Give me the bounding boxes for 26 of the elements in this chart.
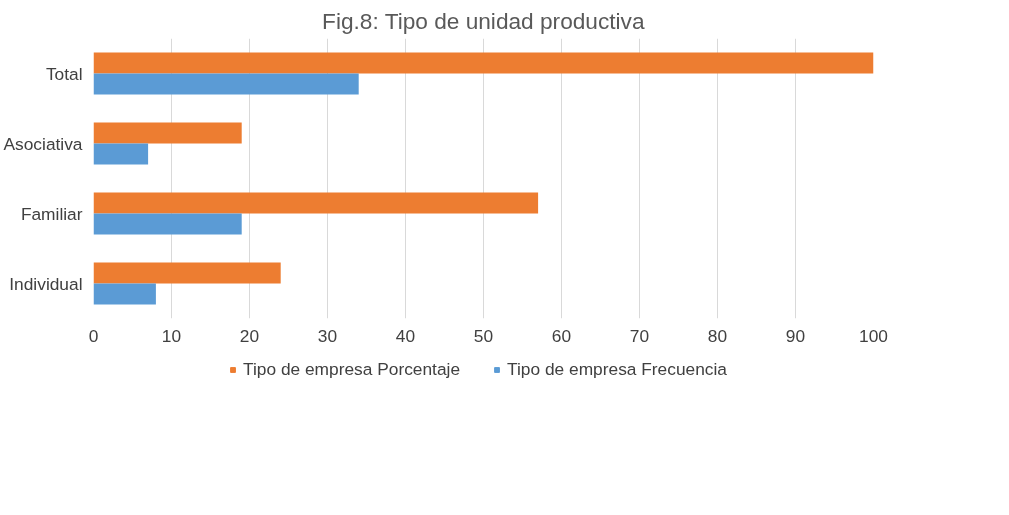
bar (93, 73, 359, 95)
x-tick-label: 50 (473, 325, 494, 346)
x-tick-label: 60 (551, 325, 572, 346)
x-tick-label: 10 (161, 325, 182, 346)
bar (93, 52, 874, 74)
bar (93, 283, 156, 305)
y-tick-label: Familiar (20, 203, 83, 224)
legend-label: Tipo de empresa Porcentaje (243, 358, 461, 380)
y-tick-label: Asociativa (3, 133, 83, 154)
bar (93, 122, 242, 144)
x-tick-label: 30 (317, 325, 338, 346)
y-tick-label: Total (45, 63, 83, 84)
x-tick-label: 100 (859, 325, 888, 346)
x-tick-label: 90 (785, 325, 806, 346)
bar (93, 192, 539, 214)
x-tick-label: 0 (88, 325, 99, 346)
chart-title: Fig.8: Tipo de unidad productiva (322, 7, 645, 34)
x-tick-label: 70 (629, 325, 650, 346)
y-tick-label: Individual (9, 273, 83, 294)
bar (93, 213, 242, 235)
bar (93, 143, 149, 165)
legend-label: Tipo de empresa Frecuencia (507, 358, 727, 380)
x-tick-label: 80 (707, 325, 728, 346)
x-tick-label: 20 (239, 325, 260, 346)
x-tick-label: 40 (395, 325, 416, 346)
bar (93, 262, 281, 284)
